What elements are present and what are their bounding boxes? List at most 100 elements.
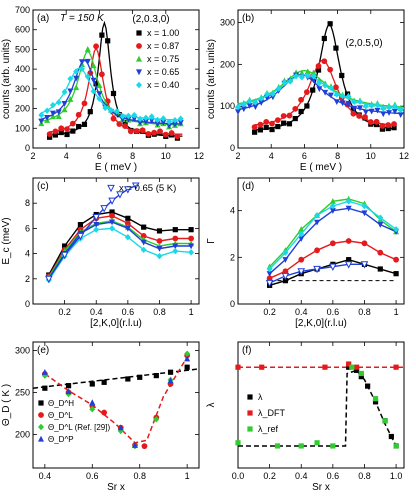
y-tick-label: 2	[230, 252, 235, 262]
data-point	[96, 95, 103, 102]
data-point	[64, 126, 70, 133]
data-point	[345, 93, 352, 100]
data-point	[42, 385, 48, 391]
data-point	[140, 239, 147, 246]
x-tick-label: 0.6	[327, 307, 340, 317]
data-point	[125, 215, 131, 221]
data-point	[55, 99, 62, 106]
y-tick-label: 300	[15, 345, 30, 355]
data-point	[160, 115, 167, 122]
data-point	[322, 89, 329, 96]
data-point	[333, 91, 340, 98]
data-point	[47, 134, 53, 140]
data-point	[105, 38, 111, 44]
data-point	[252, 129, 258, 135]
data-point	[240, 100, 247, 108]
data-point	[310, 87, 316, 93]
data-point	[116, 121, 123, 127]
data-point	[346, 257, 352, 263]
data-point	[274, 443, 281, 449]
y-tick-label: 200	[15, 429, 30, 439]
x-axis-label: Sr x	[107, 482, 125, 493]
data-point	[379, 123, 386, 129]
data-point	[263, 124, 269, 131]
data-point	[380, 105, 387, 112]
chart-panel-a: 2 4 6 8 10 12 0 100 200 300 400 500 600 700 E ( meV ) c…	[1, 5, 204, 173]
x-tick-label: 0.6	[327, 471, 340, 481]
data-point	[345, 100, 352, 107]
data-point	[280, 113, 287, 119]
data-point	[357, 98, 364, 105]
data-point	[246, 97, 253, 105]
data-point	[351, 98, 358, 105]
x-axis-label: E ( meV )	[300, 162, 342, 173]
x-tick-label: 0.4	[90, 307, 103, 317]
data-point	[89, 406, 96, 413]
data-point	[258, 100, 265, 106]
y-axis-label: Γ	[206, 238, 217, 244]
x-tick-label: 0.2	[58, 307, 71, 317]
data-point	[310, 72, 317, 80]
data-point	[75, 111, 82, 118]
data-point	[393, 443, 399, 449]
data-point	[386, 110, 393, 116]
y-tick-label: 400	[15, 64, 30, 74]
data-point	[93, 81, 99, 87]
y-tick-label: 200	[15, 104, 30, 114]
plot-frame	[237, 9, 405, 149]
data-point	[96, 82, 103, 89]
data-point	[259, 364, 265, 370]
data-point	[73, 84, 80, 91]
legend-label: x = 0.65 (5 K)	[119, 183, 176, 194]
chart-panel-f: 0.0 0.2 0.4 0.6 0.8 1.0 Sr x λ (f) λ λ_DFT λ_ref	[206, 341, 405, 493]
data-point	[329, 198, 336, 204]
y-tick-label: 300	[15, 84, 30, 94]
x-tick-label: 0.8	[358, 471, 371, 481]
legend-marker	[247, 426, 253, 432]
data-point	[344, 261, 353, 269]
data-point	[269, 94, 276, 101]
data-point	[84, 46, 91, 52]
data-point	[151, 129, 158, 136]
x-tick-label: 0.0	[232, 471, 245, 481]
data-point	[92, 213, 101, 222]
x-tick-label: 0.4	[295, 307, 308, 317]
legend-label: x = 0.65	[147, 67, 179, 77]
data-point	[61, 88, 68, 96]
series-line	[48, 221, 192, 280]
data-point	[377, 222, 384, 228]
data-point	[360, 261, 369, 269]
data-point	[304, 72, 311, 79]
data-point	[313, 265, 321, 274]
data-point	[76, 123, 82, 130]
data-point	[44, 115, 51, 121]
data-point	[167, 369, 174, 375]
data-point	[393, 364, 399, 370]
data-point	[172, 235, 179, 242]
data-point	[303, 89, 310, 96]
data-point	[84, 58, 91, 65]
data-point	[373, 118, 380, 125]
data-point	[101, 409, 108, 416]
data-point	[166, 123, 173, 129]
x-tick-label: 1.0	[390, 471, 403, 481]
data-point	[393, 226, 400, 233]
data-point	[374, 101, 381, 108]
data-point	[188, 235, 194, 242]
plot-frame	[32, 177, 200, 305]
data-point	[87, 109, 93, 115]
data-point	[167, 377, 174, 384]
data-point	[281, 120, 287, 126]
data-point	[327, 84, 334, 91]
data-point	[380, 111, 387, 118]
data-point	[374, 107, 381, 114]
x-axis-label: E ( meV )	[95, 162, 137, 173]
data-point	[275, 123, 281, 130]
data-point	[361, 210, 368, 217]
plot-frame	[32, 9, 200, 149]
legend-marker	[247, 394, 253, 400]
x-tick-label: 1	[394, 307, 399, 317]
data-point	[329, 202, 336, 210]
x-tick-label: 10	[161, 151, 171, 161]
legend-label: x = 0.87	[147, 41, 179, 51]
